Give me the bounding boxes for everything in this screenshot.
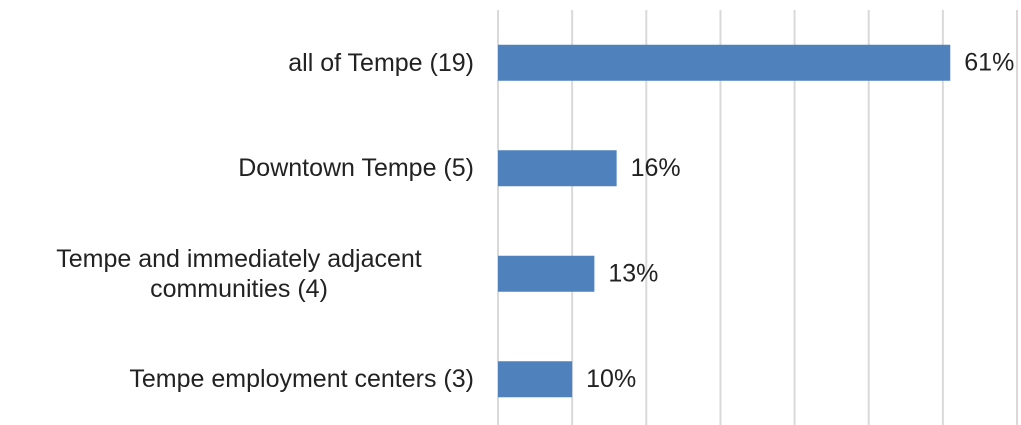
data-label: 13% [608, 259, 658, 287]
category-label: Tempe employment centers (3) [129, 365, 474, 394]
bar [498, 44, 951, 81]
category-label-box: Tempe employment centers (3) [0, 339, 474, 419]
bar [498, 255, 595, 292]
bar [498, 150, 617, 187]
data-label: 16% [631, 154, 681, 182]
category-label: Tempe and immediately adjacent communiti… [56, 244, 422, 303]
bar [498, 361, 573, 398]
category-label-box: all of Tempe (19) [0, 23, 474, 103]
category-label: Downtown Tempe (5) [238, 154, 474, 183]
category-label-box: Downtown Tempe (5) [0, 128, 474, 208]
data-label: 61% [964, 48, 1014, 76]
data-label: 10% [586, 365, 636, 393]
category-label-box: Tempe and immediately adjacent communiti… [0, 234, 474, 314]
category-label: all of Tempe (19) [288, 48, 474, 77]
